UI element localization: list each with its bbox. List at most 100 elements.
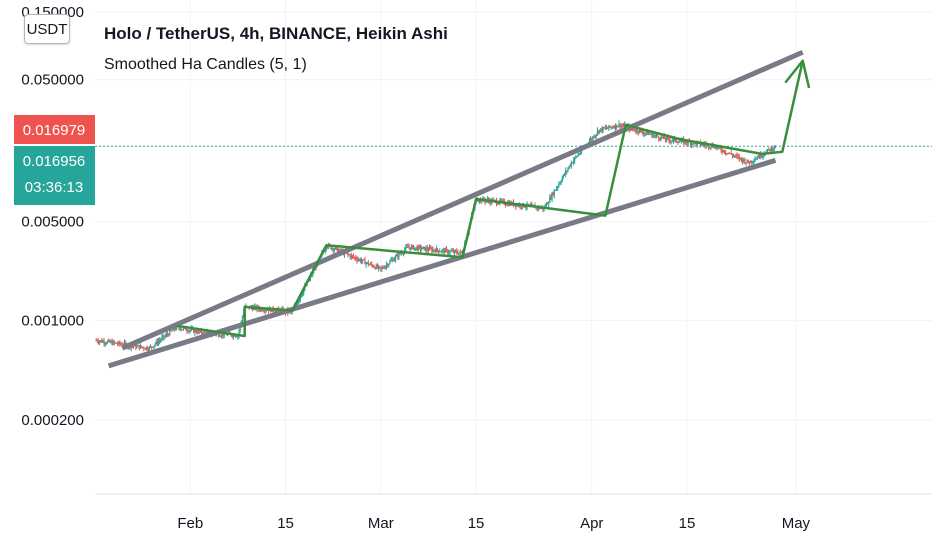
candle-up [414,247,416,250]
candle-up [441,250,443,252]
trendline-lower[interactable] [107,157,777,369]
candle-down [633,128,635,131]
candle-up [362,259,364,261]
trendlines[interactable] [107,49,804,369]
candle-down [166,333,169,335]
candle-up [275,310,278,312]
candle-down [720,147,722,151]
candle-up [638,129,640,133]
candle-down [566,170,568,172]
candle-down [143,347,145,349]
candle-down [591,138,593,140]
candle-up [442,249,444,251]
candle-up [423,246,425,248]
candle-down [382,267,384,269]
candle-up [498,203,500,205]
candle-up [350,255,352,258]
candle-down [265,310,267,312]
candle-up [149,346,152,348]
candle-up [393,259,396,262]
candle-up [104,343,106,345]
chart-grid [95,0,932,494]
candle-up [645,131,647,133]
candle-down [661,136,663,138]
candle-up [160,339,162,341]
candle-up [180,329,182,331]
candle-down [132,346,135,348]
candle-down [659,138,661,140]
candle-up [525,206,527,208]
candle-up [145,347,147,350]
candle-down [426,247,428,250]
bar-countdown-label: 03:36:13 [25,179,83,196]
projection-line[interactable] [176,60,804,338]
candle-up [108,340,110,342]
candle-up [766,148,769,152]
candle-up [176,325,178,330]
candle-up [432,249,434,252]
candle-up [136,345,138,348]
candle-up [701,144,703,146]
candle-up [366,262,368,264]
y-tick-label: 0.050000 [21,72,84,89]
candle-down [550,197,552,199]
candle-down [387,264,389,266]
y-tick-label: 0.001000 [21,313,84,330]
candle-up [297,302,299,305]
candle-down [676,141,678,143]
candle-up [398,253,400,258]
candle-up [189,330,191,332]
candle-down [686,142,688,144]
candle-down [669,139,671,142]
candle-down [401,252,403,254]
candle-down [455,250,457,252]
candle-down [771,147,773,151]
candle-up [743,159,745,162]
candle-down [407,246,409,248]
candle-down [552,193,554,196]
currency-button[interactable]: USDT [24,14,70,44]
time-axis[interactable]: Feb 15 Mar 15 Apr 15 May [177,515,810,532]
candle-down [621,125,623,127]
candle-up [100,340,102,342]
x-tick-label: Apr [580,515,603,532]
candle-down [500,200,502,202]
candle-down [424,246,426,251]
candle-down [376,265,379,268]
candle-up [390,260,392,262]
candle-down [144,348,146,350]
candle-down [609,125,611,128]
candle-up [435,248,437,253]
candle-up [325,247,327,250]
candle-down [120,344,122,346]
candle-down [383,268,385,270]
candle-down [634,130,636,132]
candle-down [709,147,711,149]
candle-down [668,137,670,140]
candle-down [433,249,435,251]
candle-up [687,140,689,144]
candle-up [684,140,686,144]
candle-down [231,335,233,337]
candle-down [101,340,103,343]
last-price-tag-red: 0.016979 [14,115,95,144]
candle-down [613,127,616,129]
projection-path[interactable] [176,59,811,338]
candle-down [445,249,448,251]
candle-up [714,146,716,149]
candle-down [354,257,356,259]
x-tick-label: 15 [277,515,294,532]
candle-down [351,255,354,257]
candle-down [730,152,732,155]
trendline-upper[interactable] [121,49,804,351]
candle-down [347,253,349,255]
candle-up [562,174,565,178]
candle-down [695,142,697,145]
candle-up [602,127,604,131]
candle-down [97,341,100,343]
candle-up [171,330,173,332]
x-tick-label: Feb [177,515,203,532]
candle-down [723,150,726,153]
